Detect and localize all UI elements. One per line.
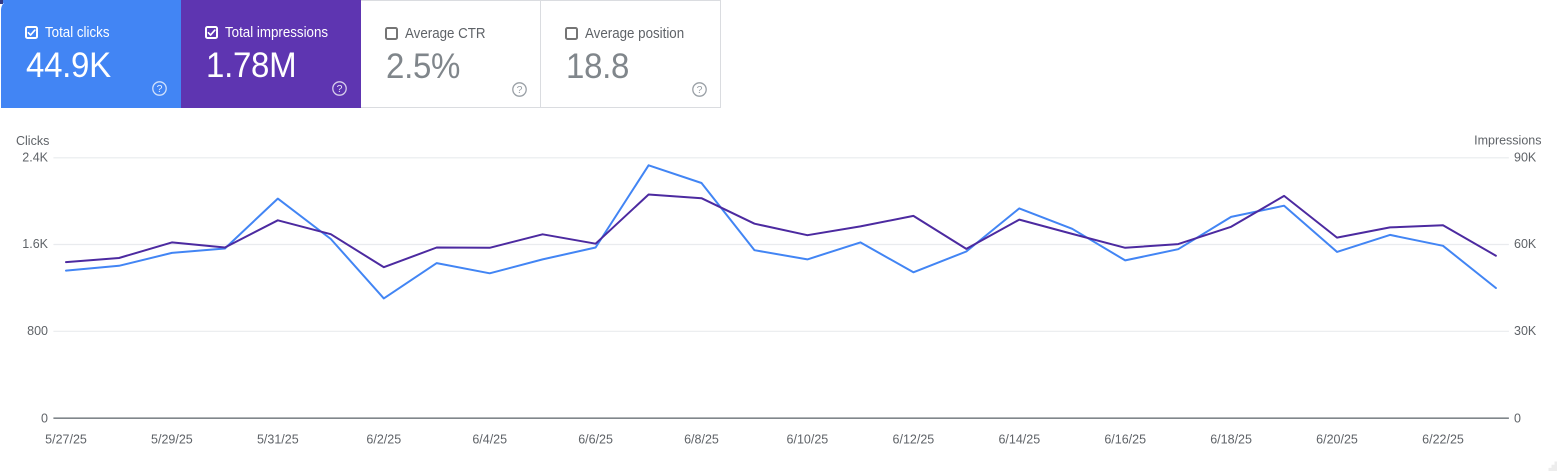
svg-text:800: 800 xyxy=(27,324,48,338)
svg-text:Impressions: Impressions xyxy=(1474,134,1541,148)
svg-text:6/8/25: 6/8/25 xyxy=(684,433,719,447)
svg-text:0: 0 xyxy=(41,412,48,426)
svg-text:6/22/25: 6/22/25 xyxy=(1422,433,1464,447)
svg-text:6/18/25: 6/18/25 xyxy=(1210,433,1252,447)
svg-text:90K: 90K xyxy=(1514,151,1537,165)
svg-text:5/29/25: 5/29/25 xyxy=(151,433,193,447)
svg-text:?: ? xyxy=(337,83,343,95)
svg-text:6/12/25: 6/12/25 xyxy=(893,433,935,447)
svg-text:0: 0 xyxy=(1514,412,1521,426)
svg-text:30K: 30K xyxy=(1514,324,1537,338)
svg-text:60K: 60K xyxy=(1514,237,1537,251)
svg-text:1.6K: 1.6K xyxy=(22,237,48,251)
svg-text:5/27/25: 5/27/25 xyxy=(45,433,87,447)
svg-text:6/6/25: 6/6/25 xyxy=(578,433,613,447)
svg-text:Clicks: Clicks xyxy=(16,134,49,148)
svg-text:?: ? xyxy=(157,83,163,95)
svg-text:6/16/25: 6/16/25 xyxy=(1104,433,1146,447)
svg-text:2.4K: 2.4K xyxy=(22,151,48,165)
svg-text:6/2/25: 6/2/25 xyxy=(366,433,401,447)
svg-text:5/31/25: 5/31/25 xyxy=(257,433,299,447)
svg-text:6/20/25: 6/20/25 xyxy=(1316,433,1358,447)
svg-text:6/10/25: 6/10/25 xyxy=(787,433,829,447)
svg-text:6/14/25: 6/14/25 xyxy=(998,433,1040,447)
svg-text:?: ? xyxy=(697,84,703,96)
svg-text:6/4/25: 6/4/25 xyxy=(472,433,507,447)
svg-text:?: ? xyxy=(517,84,523,96)
